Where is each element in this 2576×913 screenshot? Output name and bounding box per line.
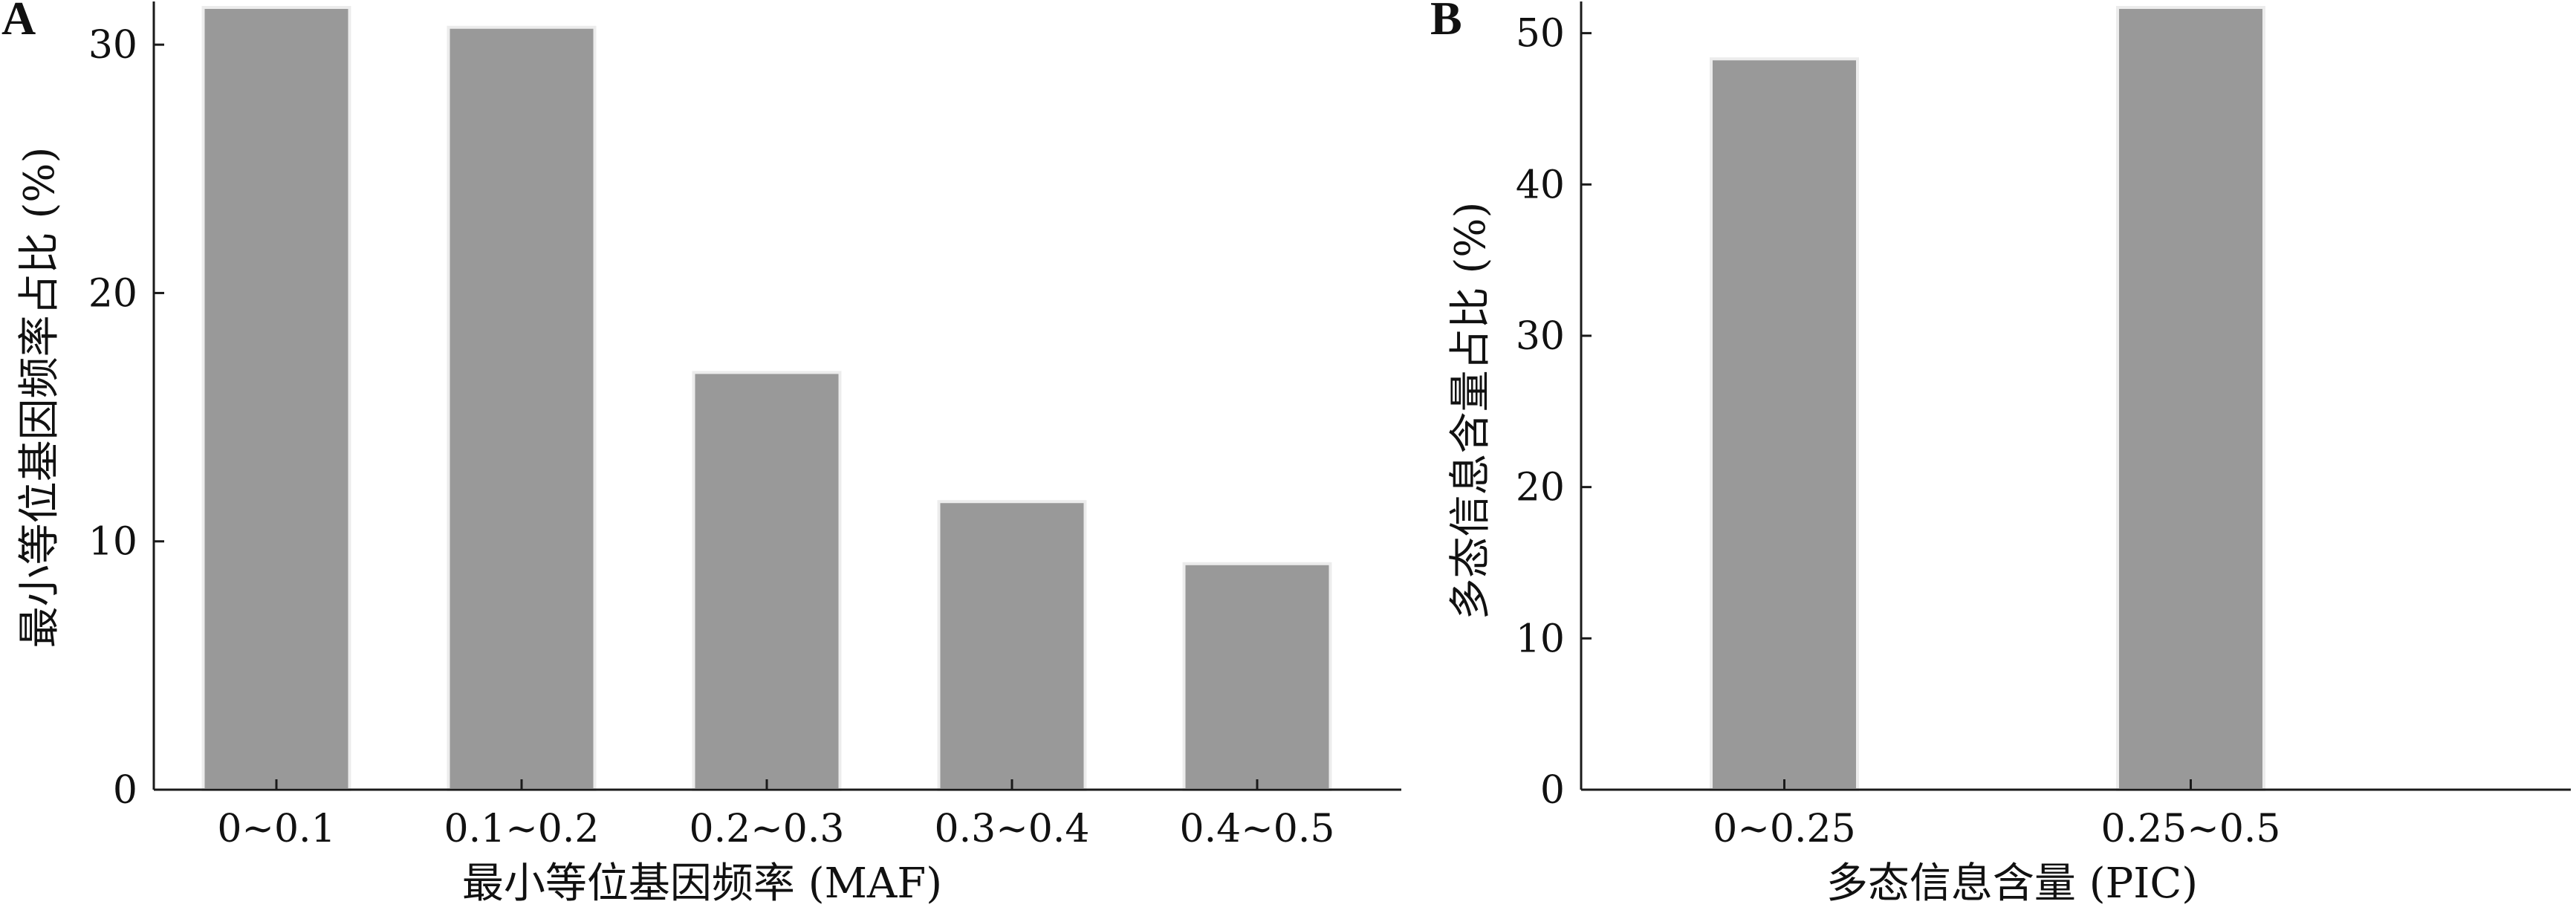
panel-b-y-tick-label-2: 20 [1516, 466, 1565, 510]
panel-b-y-tick-label-1: 10 [1516, 617, 1565, 661]
panel-b-y-tick-label-0: 0 [1540, 768, 1565, 813]
panel-b-x-tick-label-2: 0.25~0.5 [2100, 807, 2280, 851]
panel-a-letter: A [1, 0, 36, 45]
panel-a-x-tick-label-2: 0.1~0.2 [444, 807, 600, 851]
panel-a-x-tick-label-4: 0.3~0.4 [935, 807, 1090, 851]
panel-b-x-tick-label-1: 0~0.25 [1713, 807, 1855, 851]
panel-b-bar-2 [2116, 6, 2265, 791]
panel-b-y-tick-label-5: 50 [1516, 12, 1565, 56]
panel-a-y-axis-title: 最小等位基因频率占比 (%) [16, 147, 64, 649]
panel-a-x-axis-title: 最小等位基因频率 (MAF) [462, 860, 942, 908]
panel-a-bar-2 [447, 25, 597, 792]
panel-a-y-tick-label-1: 10 [88, 520, 137, 565]
panel-a-bar-1 [201, 6, 351, 791]
panel-b-letter: B [1430, 0, 1462, 45]
panel-a-y-tick-label-3: 30 [88, 23, 137, 68]
panel-a-x-tick-label-5: 0.4~0.5 [1180, 807, 1335, 851]
panel-b-y-axis-title: 多态信息含量占比 (%) [1447, 202, 1495, 620]
panel-b-y-tick-label-3: 30 [1516, 314, 1565, 359]
panel-a-y-tick-label-0: 0 [113, 768, 137, 813]
panel-a-y-tick-label-2: 20 [88, 271, 137, 316]
panel-a-bar-3 [692, 371, 842, 791]
panel-b-bar-1 [1710, 57, 1859, 792]
panel-a: A 最小等位基因频率占比 (%) 最小等位基因频率 (MAF) 0 10 20 30 0… [1, 0, 1401, 908]
panel-a-bar-4 [937, 500, 1087, 791]
panel-a-x-tick-label-1: 0~0.1 [217, 807, 335, 851]
panel-a-bar-5 [1182, 562, 1332, 791]
panel-a-x-tick-label-3: 0.2~0.3 [690, 807, 845, 851]
panel-b: B 多态信息含量占比 (%) 多态信息含量 (PIC) 0 10 20 30 40 50 0… [1430, 0, 2571, 908]
panel-b-y-tick-label-4: 40 [1516, 163, 1565, 207]
panel-b-x-axis-title: 多态信息含量 (PIC) [1826, 860, 2198, 908]
